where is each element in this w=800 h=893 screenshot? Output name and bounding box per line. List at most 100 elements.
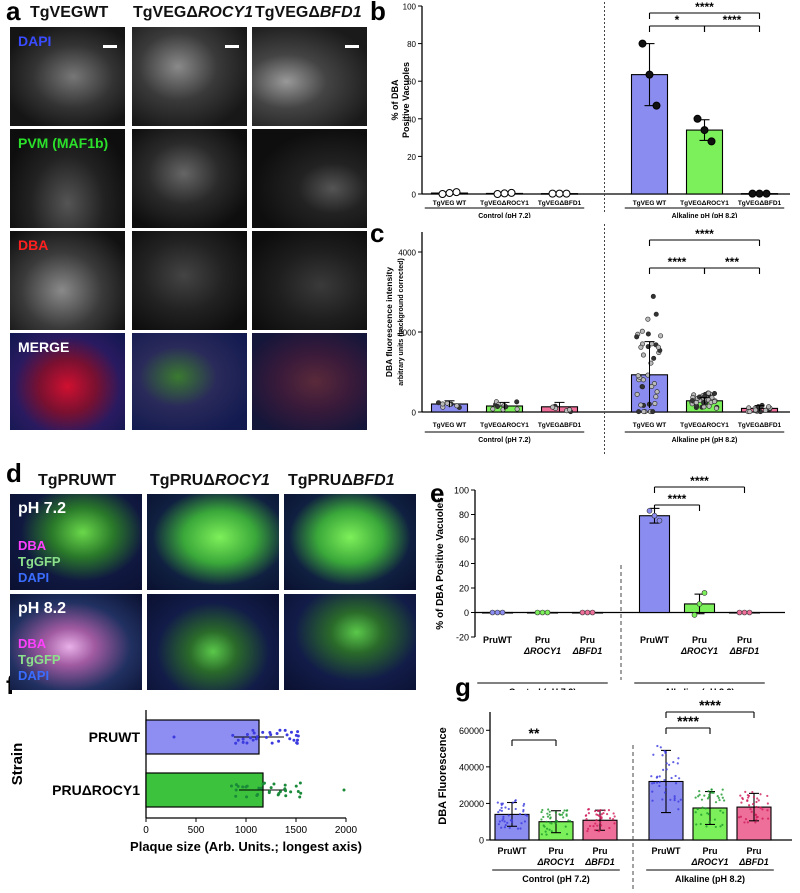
data-point [696,394,702,400]
data-point [501,802,504,805]
x-axis-label: Plaque size (Arb. Units.; longest axis) [130,839,362,854]
y-tick-label: 0 [464,608,469,618]
ph-label: pH 7.2 [18,500,67,517]
data-point [689,398,695,404]
data-point [500,809,504,812]
data-point [444,400,450,406]
data-point [503,826,507,829]
data-point [539,609,546,616]
y-tick-label: 20000 [459,799,484,809]
sig-label: **** [699,697,721,713]
micrograph-rocy1-dba [132,231,247,330]
data-point [708,821,711,824]
x-tick-label: 2000 [335,825,358,836]
data-point [514,399,520,405]
scale-bar [225,45,239,48]
data-point [747,794,751,797]
data-point [267,791,271,795]
data-point [766,809,769,812]
col-title-rocy1: TgVEGΔROCY1 [133,4,253,21]
data-point [746,799,749,802]
data-point [653,311,659,317]
category-label: ΔBFD1 [584,857,615,867]
data-point [229,784,233,788]
data-point [712,791,715,794]
category-label: TgVEG WT [433,200,467,207]
sig-label: **** [690,475,709,488]
data-point [674,774,677,778]
category-label: Pru [692,635,707,645]
stain-label-dapi: DAPI [18,668,50,683]
data-point [256,793,260,797]
y-tick-label: 40000 [459,762,484,772]
category-label: PruWT [483,635,512,645]
col-title-pru-bfd1: TgPRUΔBFD1 [288,472,395,489]
data-point [655,776,658,779]
micrograph-pruwt-ph82: pH 8.2 DBA TgGFP DAPI [10,594,142,690]
col-title-bfd1: TgVEGΔBFD1 [255,4,362,21]
data-point [288,737,292,741]
data-point [750,810,753,813]
data-point [296,738,300,742]
data-point [504,824,507,827]
data-point [566,809,569,812]
data-point [554,820,557,823]
data-point [234,794,238,798]
data-point [596,824,599,827]
micrograph-wt-dapi: DAPI [10,27,125,126]
y-tick-label: 40 [459,559,469,569]
data-point [736,609,743,616]
data-point [236,738,240,742]
category-label: Pru [548,846,563,856]
data-point [713,405,719,411]
data-point [497,823,500,826]
data-point [755,818,758,821]
category-label: TgVEG WT [433,422,467,429]
data-point [514,406,520,412]
y-tick-label: 4000 [398,249,416,258]
data-point [298,795,302,799]
data-point [241,785,245,789]
data-point [289,790,293,794]
y-tick-label: 20 [407,153,416,162]
data-point [634,391,640,397]
y-tick-label: -20 [456,633,469,643]
data-point [248,736,252,740]
data-point [649,383,655,389]
group-label: Alkaline (pH 8.2) [664,687,734,690]
data-point [270,741,274,745]
data-point [658,775,661,778]
data-point [747,409,753,415]
data-point [569,819,572,823]
data-point [489,609,496,616]
data-point [639,384,645,390]
data-point [261,730,265,734]
data-point [593,829,597,832]
data-point [661,754,664,757]
data-point [710,788,713,791]
data-point [501,819,504,822]
data-point [589,824,592,828]
data-point [544,830,547,833]
data-point [722,799,726,802]
data-point [587,808,591,811]
data-point [269,786,273,790]
panel-letter-g: g [455,672,471,702]
data-point [514,799,517,803]
data-point [251,728,255,732]
data-point [755,800,758,804]
data-point [494,609,501,616]
data-point [245,784,249,788]
y-tick-label: 100 [454,486,469,496]
y-tick-label: 60000 [459,726,484,736]
data-point [693,400,699,406]
group-label: Control (pH 7.2) [478,437,531,444]
data-point [264,735,268,739]
data-point [679,798,682,801]
y-axis-label: DBA fluorescence intensity [384,267,394,377]
sig-label: **** [723,13,742,27]
data-point [548,828,551,831]
data-point [677,800,680,803]
data-point [554,822,557,825]
stain-label-tggfp: TgGFP [18,652,61,667]
